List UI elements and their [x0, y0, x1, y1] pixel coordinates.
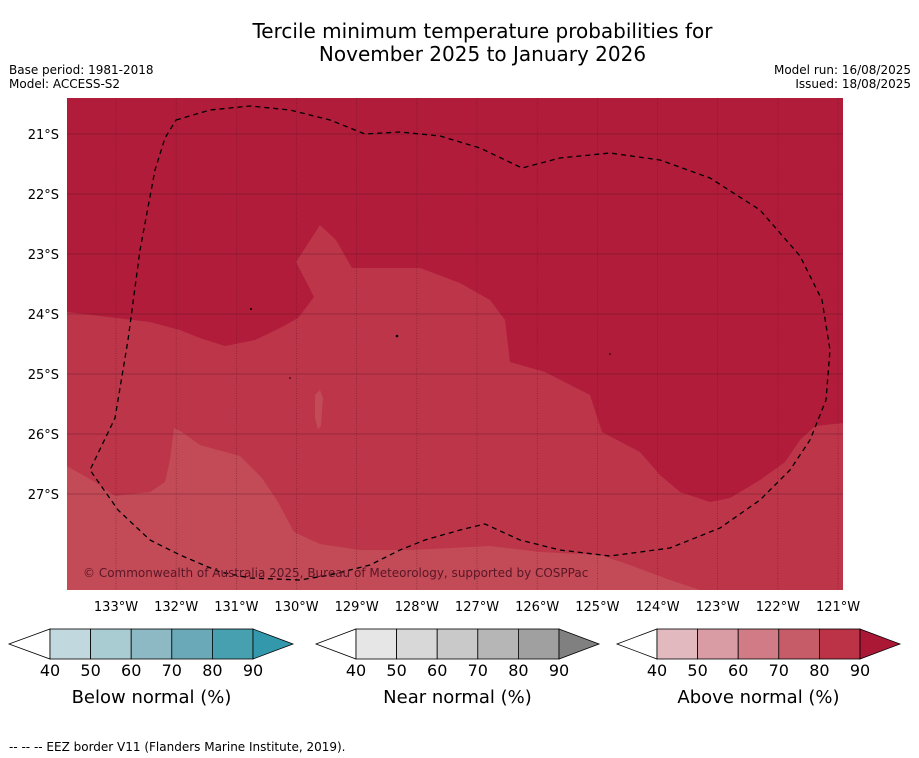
model-run: Model run: 16/08/2025 — [773, 63, 911, 77]
colorbar-segment — [656, 628, 698, 660]
lat-tick-label: 21°S — [28, 128, 59, 143]
model-name: Model: ACCESS-S2 — [9, 77, 121, 91]
colorbar-segment — [130, 628, 173, 660]
lon-tick-label: 124°W — [635, 600, 679, 615]
island-dot — [609, 353, 611, 355]
colorbar-tick: 80 — [202, 661, 222, 680]
map-grid — [67, 98, 843, 590]
colorbar-tick: 60 — [728, 661, 748, 680]
colorbar-segment — [171, 628, 213, 660]
colorbar-tick: 70 — [769, 661, 789, 680]
eez-footnote: -- -- -- EEZ border V11 (Flanders Marine… — [9, 740, 346, 754]
colorbar-tick: 40 — [346, 661, 366, 680]
colorbar-tick: 90 — [549, 661, 569, 680]
meta-left: Base period: 1981-2018 Model: ACCESS-S2 — [9, 63, 154, 91]
lon-tick-label: 126°W — [515, 600, 559, 615]
colorbar-tick: 50 — [80, 661, 100, 680]
colorbar-tick: 40 — [647, 661, 667, 680]
colorbar-extend-low — [7, 628, 51, 660]
latitude-ticks: 21°S 22°S 23°S 24°S 25°S 26°S 27°S — [28, 128, 59, 503]
lon-tick-label: 121°W — [816, 600, 860, 615]
colorbar-3: 40 50 60 70 80 90 Above normal (%) — [615, 628, 902, 708]
colorbar-tick: 50 — [386, 661, 406, 680]
island-dot — [395, 334, 399, 338]
colorbar-segment — [49, 628, 91, 660]
colorbar-segment — [355, 628, 397, 660]
colorbar-segment — [697, 628, 739, 660]
lon-tick-label: 131°W — [214, 600, 258, 615]
lon-tick-label: 132°W — [154, 600, 198, 615]
colorbar-tick: 50 — [687, 661, 707, 680]
issued-date: Issued: 18/08/2025 — [795, 77, 911, 91]
lat-tick-label: 22°S — [28, 188, 59, 203]
colorbar-tick: 90 — [850, 661, 870, 680]
colorbar-label: Below normal (%) — [72, 687, 232, 708]
lat-tick-label: 27°S — [28, 488, 59, 503]
colorbar-segment — [819, 628, 861, 660]
meta-right: Model run: 16/08/2025 Issued: 18/08/2025 — [774, 63, 911, 91]
lon-tick-label: 133°W — [94, 600, 138, 615]
lon-tick-label: 122°W — [756, 600, 800, 615]
lat-tick-label: 26°S — [28, 428, 59, 443]
colorbar-tick: 60 — [121, 661, 141, 680]
colorbar-tick: 40 — [40, 661, 60, 680]
lat-tick-label: 23°S — [28, 248, 59, 263]
colorbars: 40 50 60 70 80 90 Below normal (%) 40 50 60 70 80 90… — [7, 628, 902, 708]
colorbar-extend-high — [558, 628, 601, 660]
lon-tick-label: 128°W — [395, 600, 439, 615]
zone-60-70-patch — [315, 390, 323, 430]
map-title: Tercile minimum temperature probabilitie… — [0, 20, 919, 66]
colorbar-2: 40 50 60 70 80 90 Near normal (%) — [314, 628, 601, 708]
lon-tick-label: 125°W — [575, 600, 619, 615]
colorbar-label: Near normal (%) — [383, 687, 532, 708]
colorbar-segment — [477, 628, 519, 660]
colorbar-extend-low — [314, 628, 357, 660]
colorbar-segment — [90, 628, 132, 660]
colorbar-segment — [737, 628, 780, 660]
lon-tick-label: 127°W — [455, 600, 499, 615]
colorbar-1: 40 50 60 70 80 90 Below normal (%) — [7, 628, 295, 708]
colorbar-tick: 90 — [243, 661, 263, 680]
lat-tick-label: 24°S — [28, 308, 59, 323]
longitude-ticks: 133°W 132°W 131°W 130°W 129°W 128°W 127°W 126°W… — [94, 600, 860, 615]
colorbar-tick: 80 — [508, 661, 528, 680]
lon-tick-label: 123°W — [696, 600, 740, 615]
colorbar-tick: 70 — [162, 661, 182, 680]
colorbar-tick: 80 — [809, 661, 829, 680]
map-panel — [67, 98, 843, 590]
title-line-1: Tercile minimum temperature probabilitie… — [252, 19, 713, 43]
colorbar-label: Above normal (%) — [677, 687, 839, 708]
island-dot — [289, 377, 291, 379]
eez-border — [89, 105, 831, 581]
colorbar-segment — [211, 628, 254, 660]
zone-60-70 — [67, 428, 700, 590]
island-dot — [250, 308, 252, 310]
lon-tick-label: 130°W — [274, 600, 318, 615]
colorbar-tick: 70 — [468, 661, 488, 680]
colorbar-extend-high — [859, 628, 902, 660]
title-line-2: November 2025 to January 2026 — [318, 42, 647, 66]
colorbar-segment — [518, 628, 560, 660]
colorbar-tick: 60 — [427, 661, 447, 680]
lat-tick-label: 25°S — [28, 368, 59, 383]
base-period: Base period: 1981-2018 — [9, 63, 154, 77]
colorbar-segment — [396, 628, 438, 660]
islands — [250, 308, 611, 379]
lon-tick-label: 129°W — [335, 600, 379, 615]
colorbar-segment — [436, 628, 479, 660]
colorbar-segment — [778, 628, 820, 660]
colorbar-extend-high — [252, 628, 295, 660]
copyright-text: © Commonwealth of Australia 2025, Bureau… — [83, 566, 588, 580]
colorbar-extend-low — [615, 628, 658, 660]
